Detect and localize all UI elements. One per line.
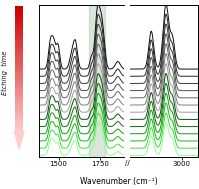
Bar xyxy=(15,121,23,125)
Bar xyxy=(15,19,23,22)
Bar xyxy=(15,64,23,67)
Bar xyxy=(15,29,23,32)
Bar xyxy=(15,128,23,131)
Bar xyxy=(15,9,23,12)
Bar xyxy=(15,73,23,77)
Bar xyxy=(15,99,23,102)
Bar xyxy=(15,109,23,112)
Bar xyxy=(15,86,23,89)
Bar xyxy=(15,32,23,35)
Bar xyxy=(15,118,23,121)
Bar xyxy=(15,45,23,48)
Bar xyxy=(15,102,23,105)
Bar xyxy=(15,89,23,93)
Bar xyxy=(15,112,23,115)
Bar xyxy=(15,67,23,70)
Bar xyxy=(15,26,23,29)
Text: Wavenumber (cm⁻¹): Wavenumber (cm⁻¹) xyxy=(80,177,157,186)
Bar xyxy=(15,115,23,118)
Bar xyxy=(15,38,23,41)
Bar xyxy=(15,61,23,64)
Bar xyxy=(15,93,23,96)
Bar xyxy=(89,5,105,157)
Bar xyxy=(15,83,23,86)
Bar xyxy=(15,96,23,99)
Bar xyxy=(15,48,23,51)
Bar xyxy=(15,6,23,9)
Bar xyxy=(15,13,23,16)
Bar xyxy=(15,105,23,108)
Bar xyxy=(15,16,23,19)
Bar xyxy=(15,80,23,83)
Bar xyxy=(15,22,23,25)
Bar xyxy=(15,70,23,73)
Text: //: // xyxy=(125,160,130,166)
Bar xyxy=(15,125,23,128)
Bar xyxy=(15,57,23,60)
Bar xyxy=(15,131,23,134)
Text: Etching  time: Etching time xyxy=(2,51,8,95)
Bar xyxy=(15,77,23,80)
Polygon shape xyxy=(14,131,25,151)
Bar xyxy=(15,54,23,57)
Bar xyxy=(15,41,23,45)
Bar xyxy=(15,51,23,54)
Bar xyxy=(15,35,23,38)
